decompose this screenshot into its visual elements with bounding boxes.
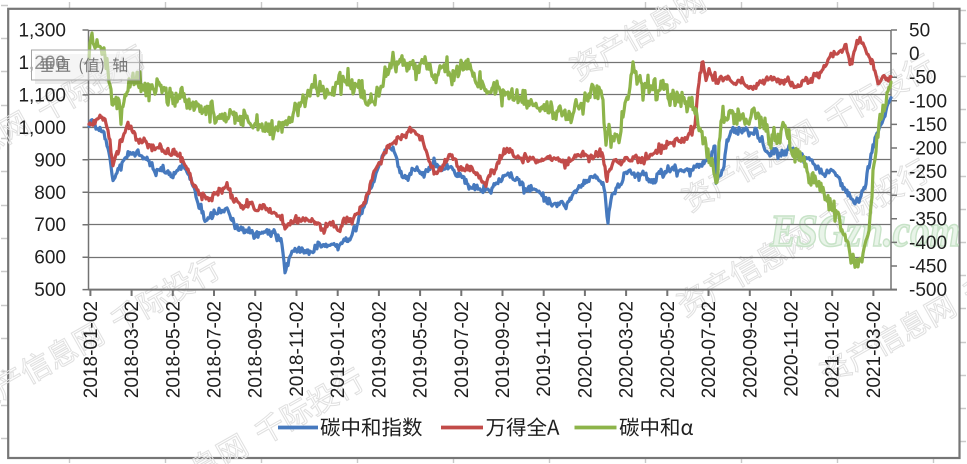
- svg-text:2020-05-02: 2020-05-02: [658, 301, 679, 398]
- svg-text:1,300: 1,300: [18, 21, 66, 42]
- svg-text:-150: -150: [909, 115, 947, 136]
- svg-text:600: 600: [34, 248, 66, 269]
- svg-text:2020-03-02: 2020-03-02: [617, 301, 638, 398]
- svg-text:-300: -300: [909, 186, 947, 207]
- svg-text:0: 0: [909, 44, 920, 65]
- svg-text:2018-01-02: 2018-01-02: [81, 301, 102, 398]
- svg-text:-350: -350: [909, 209, 947, 230]
- svg-text:2018-07-02: 2018-07-02: [205, 301, 226, 398]
- svg-text:800: 800: [34, 183, 66, 204]
- svg-text:-200: -200: [909, 139, 947, 160]
- svg-text:2019-09-02: 2019-09-02: [493, 301, 514, 398]
- svg-text:900: 900: [34, 150, 66, 171]
- svg-text:2021-03-02: 2021-03-02: [864, 301, 885, 398]
- svg-text:2018-11-02: 2018-11-02: [287, 301, 308, 397]
- svg-text:2019-01-02: 2019-01-02: [328, 301, 349, 398]
- svg-text:2020-07-02: 2020-07-02: [699, 301, 720, 398]
- svg-text:2019-03-02: 2019-03-02: [369, 301, 390, 398]
- svg-text:2019-07-02: 2019-07-02: [452, 301, 473, 398]
- svg-text:1,000: 1,000: [18, 118, 66, 139]
- svg-text:2020-11-02: 2020-11-02: [782, 301, 803, 397]
- svg-text:2021-01-02: 2021-01-02: [823, 301, 844, 398]
- svg-text:2020-01-02: 2020-01-02: [575, 301, 596, 398]
- svg-text:700: 700: [34, 215, 66, 236]
- svg-text:1,100: 1,100: [18, 85, 66, 106]
- svg-text:2020-09-02: 2020-09-02: [740, 301, 761, 398]
- svg-text:-250: -250: [909, 162, 947, 183]
- svg-text:-100: -100: [909, 91, 947, 112]
- svg-text:500: 500: [34, 280, 66, 301]
- svg-text:-50: -50: [909, 68, 936, 89]
- svg-text:2018-05-02: 2018-05-02: [163, 301, 184, 398]
- svg-text:2019-05-02: 2019-05-02: [411, 301, 432, 398]
- svg-text:-500: -500: [909, 280, 947, 301]
- svg-text:2019-11-02: 2019-11-02: [534, 301, 555, 397]
- svg-text:-450: -450: [909, 257, 947, 278]
- svg-text:2018-03-02: 2018-03-02: [122, 301, 143, 398]
- svg-text:50: 50: [909, 21, 930, 42]
- svg-text:2018-09-02: 2018-09-02: [246, 301, 267, 398]
- svg-text:-400: -400: [909, 233, 947, 254]
